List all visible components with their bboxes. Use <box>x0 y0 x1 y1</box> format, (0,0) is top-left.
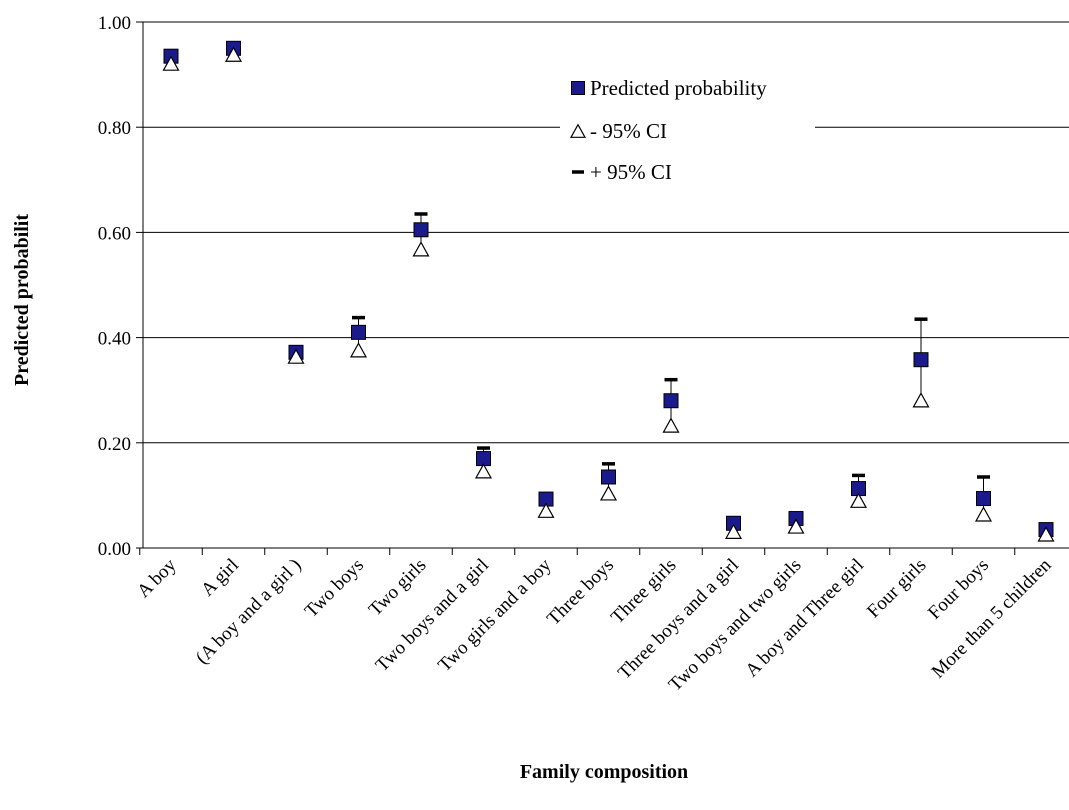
legend-triangle-icon <box>569 123 587 138</box>
x-tick-label: Three boys and a girl <box>614 555 743 684</box>
predicted-marker <box>413 222 429 238</box>
x-tick-label: Two boys and a girl <box>372 555 493 676</box>
axes <box>136 21 1069 555</box>
y-tick-label: 0.80 <box>98 118 131 139</box>
predicted-marker <box>663 393 679 409</box>
predicted-marker <box>976 491 991 507</box>
x-tick-label: Four girls <box>863 555 930 622</box>
x-tick-label: A boy and Three girl <box>741 555 868 682</box>
gridlines <box>143 21 1069 444</box>
x-tick-label: Two girls and a boy <box>434 554 556 676</box>
lower-ci-marker <box>224 46 243 62</box>
y-tick-label: 1.00 <box>98 13 131 34</box>
x-tick-label: A girl <box>197 555 243 601</box>
predicted-marker <box>601 469 616 485</box>
x-tick-label: (A boy and a girl ) <box>192 555 306 669</box>
lower-ci-marker <box>162 55 180 71</box>
lower-ci-marker <box>724 523 743 539</box>
legend-label: - 95% CI <box>590 119 667 143</box>
y-axis-title: Predicted probabilit <box>11 214 33 386</box>
lower-ci-marker <box>349 342 368 358</box>
legend-box <box>560 68 815 198</box>
y-tick-label: 0.00 <box>98 539 131 560</box>
legend-square-icon <box>571 81 585 95</box>
lower-ci-marker <box>1037 526 1055 542</box>
lower-ci-marker <box>912 392 930 408</box>
predicted-marker <box>351 324 366 340</box>
y-tick-label: 0.40 <box>98 329 131 350</box>
x-tick-label: A boy <box>133 554 181 602</box>
legend-label: + 95% CI <box>590 160 672 184</box>
lower-ci-marker <box>287 348 305 364</box>
lower-ci-marker <box>662 417 680 433</box>
x-axis-title: Family composition <box>520 761 688 783</box>
lower-ci-marker <box>599 485 618 501</box>
lower-ci-marker <box>787 518 805 534</box>
x-tick-label: Three boys <box>543 555 618 630</box>
predicted-marker <box>913 352 929 368</box>
legend-label: Predicted probability <box>590 76 767 100</box>
lower-ci-marker <box>849 492 868 508</box>
data-markers <box>162 40 1055 542</box>
y-tick-labels: 0.00 0.20 0.40 0.60 0.80 1.00 <box>98 13 131 560</box>
lower-ci-marker <box>474 463 493 479</box>
lower-ci-marker <box>974 506 993 522</box>
x-tick-label: More than 5 children <box>928 554 1056 682</box>
lower-ci-marker <box>412 241 430 257</box>
x-tick-labels: A boy A girl(A boy and a girl )Two boysTw… <box>133 554 1056 695</box>
lower-ci-marker <box>537 502 555 518</box>
y-tick-label: 0.20 <box>98 434 131 455</box>
x-tick-label: Two girls <box>365 555 431 621</box>
x-tick-label: Two boys <box>301 555 368 622</box>
y-tick-label: 0.60 <box>98 223 131 244</box>
legend: Predicted probability - 95% CI + 95% CI <box>569 76 767 184</box>
